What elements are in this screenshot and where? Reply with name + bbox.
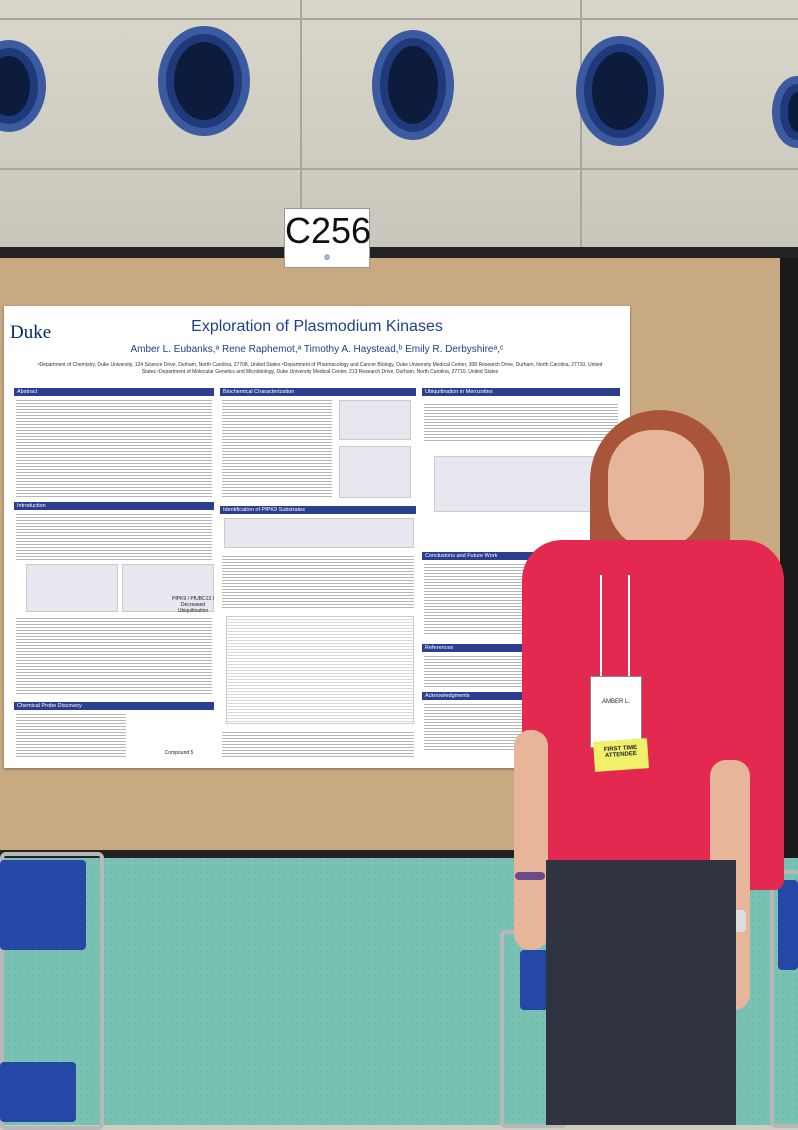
board-divider [780,258,798,858]
attendee-ribbon: FIRST TIME ATTENDEE [593,738,649,772]
poster-title: Exploration of Plasmodium Kinases [191,318,443,335]
section-identification: Identification of PfPK9 Substrates [220,506,416,514]
figure-lifecycle [26,564,118,612]
compound-label: Compound 5 [164,750,194,756]
poster-affiliations: ᵃDepartment of Chemistry, Duke Universit… [37,362,603,375]
ubiquitination-text [424,402,618,442]
lanyard [628,575,630,685]
chair-seat [0,1062,76,1122]
section-chemical-probe: Chemical Probe Discovery [14,702,214,710]
background-wall [0,0,798,250]
ceiling-light [576,36,664,146]
figure-label: PfPK9 / PfUBC13 / Decreased Ubiquitinati… [172,596,214,614]
identification-text [222,554,414,610]
ceiling-light [372,30,454,140]
section-references: References [422,644,620,652]
lanyard [600,575,602,685]
figure-bar-chart [339,446,411,498]
section-introduction: Introduction [14,502,214,510]
poster-authors: Amber L. Eubanks,ᵃ Rene Raphemot,ᵃ Timot… [130,344,504,355]
booth-sign: C256 ◍ [284,208,372,268]
duke-logo: Duke [10,322,52,343]
substrate-table [226,616,414,724]
figure-workflow [224,518,414,548]
biochemical-text [222,398,332,498]
introduction-text [16,512,212,562]
name-badge: AMBER L. [590,676,642,748]
section-conclusions: Conclusions and Future Work [422,552,620,560]
chemical-probe-text [16,712,126,758]
ceiling-light [158,26,250,136]
section-biochemical: Biochemical Characterization [220,388,416,396]
person-face [608,430,704,550]
section-acknowledgments: Acknowledgments [422,692,620,700]
abstract-text [16,398,212,498]
wall-joint [0,168,798,170]
person-pants [546,860,736,1125]
ribbon-text: FIRST TIME ATTENDEE [603,744,638,760]
introduction-bullets [16,616,212,696]
figure-ubiquitination [434,456,604,512]
person-left-arm [514,730,548,950]
badge-name: AMBER L. [601,699,630,705]
ceiling-light [772,76,798,148]
ceiling-light [0,40,46,132]
chair-back [778,880,798,970]
identification-conclusion [222,730,414,758]
research-poster: Duke Exploration of Plasmodium Kinases A… [4,306,630,768]
wall-joint [580,0,582,250]
figure-structure [122,564,214,612]
chair-back [0,860,86,950]
booth-number: C256 [285,210,372,251]
section-abstract: Abstract [14,388,214,396]
wall-joint [300,0,302,250]
booth-logo-icon: ◍ [323,254,331,261]
wall-joint [0,18,798,20]
figure-gel [339,400,411,440]
bracelet [515,872,545,880]
section-ubiquitination: Ubiquitination in Merozoites [422,388,620,396]
